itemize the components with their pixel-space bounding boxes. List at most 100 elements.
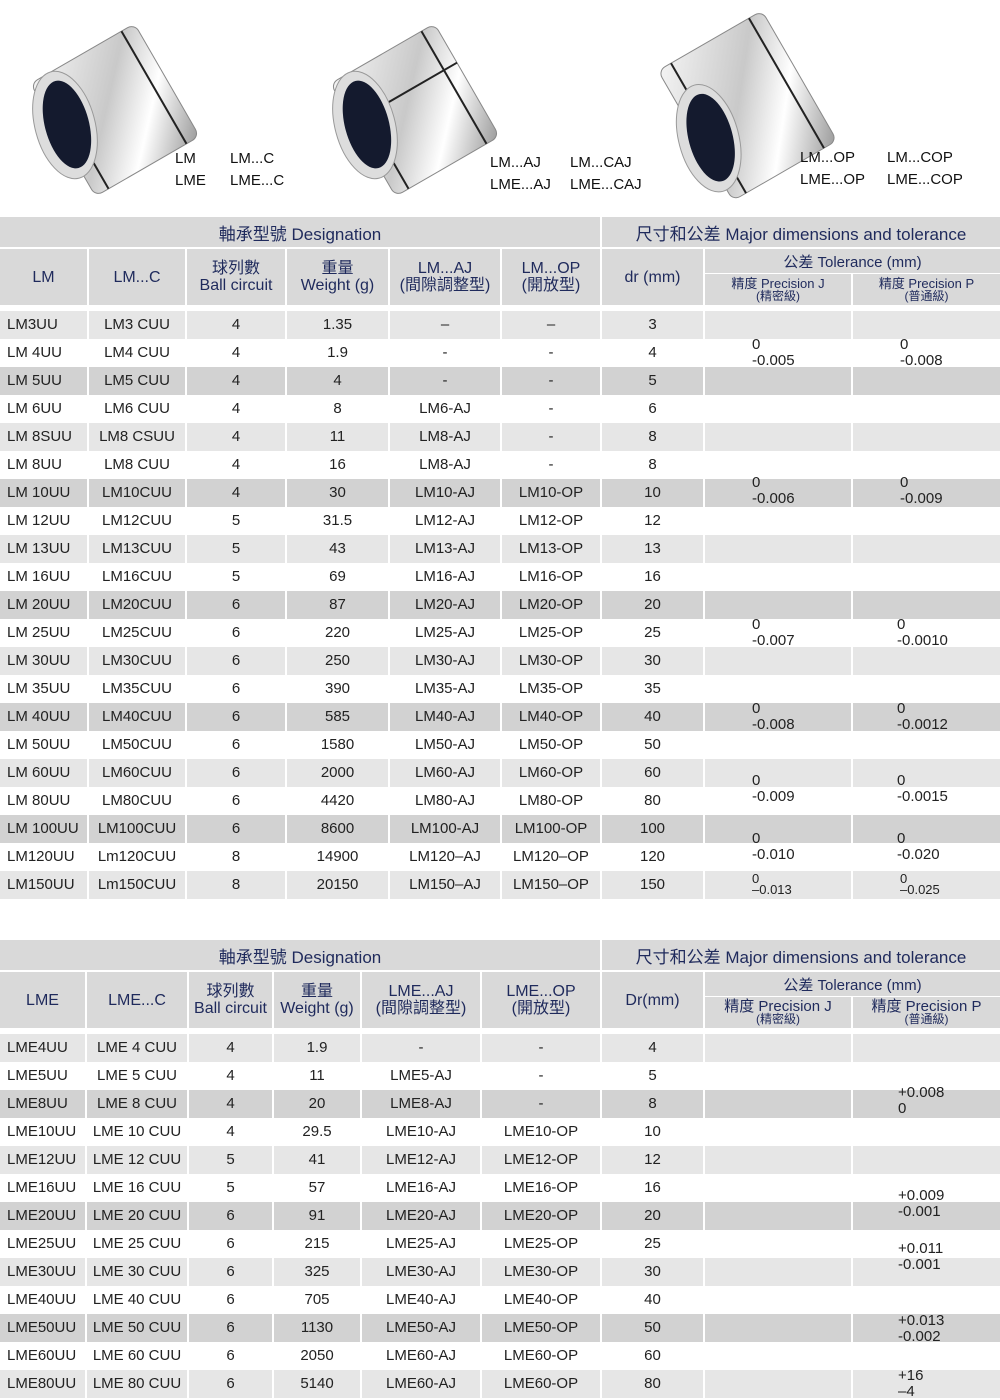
ball-circuit-cell: 6 <box>187 1314 272 1342</box>
model-aj-cell: - <box>388 339 500 367</box>
model-aj-cell: LM8-AJ <box>388 423 500 451</box>
table-row: LME60UU LME 60 CUU 6 2050 LME60-AJ LME60-OP 60 <box>0 1342 1000 1370</box>
column-header: Dr(mm) <box>602 972 703 1028</box>
tolerance-cell <box>703 787 851 815</box>
column-header: 球列數 Ball circuit <box>187 249 285 305</box>
model-c-cell: Lm120CUU <box>87 843 185 871</box>
weight-cell: 20 <box>272 1090 360 1118</box>
model-lm-cell: LM 30UU <box>0 647 87 675</box>
weight-cell: 69 <box>285 563 388 591</box>
weight-cell: 11 <box>272 1062 360 1090</box>
tolerance-cell <box>703 563 851 591</box>
tolerance-cell <box>851 787 1000 815</box>
model-lm-cell: LM 20UU <box>0 591 87 619</box>
weight-cell: 57 <box>272 1174 360 1202</box>
weight-cell: 1.9 <box>272 1034 360 1062</box>
model-op-cell: LME30-OP <box>480 1258 600 1286</box>
table-row: LM 30UU LM30CUU 6 250 LM30-AJ LM30-OP 30 <box>0 647 1000 675</box>
table-row: LM 50UU LM50CUU 6 1580 LM50-AJ LM50-OP 50 <box>0 731 1000 759</box>
tolerance-cell <box>851 759 1000 787</box>
model-c-cell: LM4 CUU <box>87 339 185 367</box>
model-aj-cell: LME8-AJ <box>360 1090 480 1118</box>
ball-circuit-cell: 4 <box>185 367 285 395</box>
table-row: LME10UU LME 10 CUU 4 29.5 LME10-AJ LME10-OP 10 <box>0 1118 1000 1146</box>
model-c-cell: LM100CUU <box>87 815 185 843</box>
model-lm-cell: LM 4UU <box>0 339 87 367</box>
tolerance-cell <box>851 1062 1000 1090</box>
model-lm-cell: LM 13UU <box>0 535 87 563</box>
model-c-cell: LM8 CUU <box>87 451 185 479</box>
model-lm-cell: LME4UU <box>0 1034 85 1062</box>
tolerance-cell <box>851 1286 1000 1314</box>
model-aj-cell: LME12-AJ <box>360 1146 480 1174</box>
tolerance-j-value: 0 -0.006 <box>752 474 795 507</box>
inner-diameter-cell: 8 <box>600 1090 703 1118</box>
model-op-cell: LM100-OP <box>500 815 600 843</box>
tolerance-cell <box>703 1062 851 1090</box>
model-aj-cell: LME30-AJ <box>360 1258 480 1286</box>
table-row: LM 10UU LM10CUU 4 30 LM10-AJ LM10-OP 10 <box>0 479 1000 507</box>
table-row: LME25UU LME 25 CUU 6 215 LME25-AJ LME25-OP 25 <box>0 1230 1000 1258</box>
inner-diameter-cell: 35 <box>600 675 703 703</box>
designation-header: 軸承型號 Designation <box>0 217 600 247</box>
inner-diameter-cell: 16 <box>600 1174 703 1202</box>
table-row: LM150UU Lm150CUU 8 20150 LM150–AJ LM150–OP 150 <box>0 871 1000 899</box>
model-c-cell: LM40CUU <box>87 703 185 731</box>
ball-circuit-cell: 6 <box>185 591 285 619</box>
model-aj-cell: LM150–AJ <box>388 871 500 899</box>
dimensions-header: 尺寸和公差 Major dimensions and tolerance <box>602 940 1000 970</box>
weight-cell: 1580 <box>285 731 388 759</box>
dimensions-header: 尺寸和公差 Major dimensions and tolerance <box>602 217 1000 247</box>
designation-header: 軸承型號 Designation <box>0 940 600 970</box>
model-op-cell: LME20-OP <box>480 1202 600 1230</box>
table-row: LM 60UU LM60CUU 6 2000 LM60-AJ LM60-OP 60 <box>0 759 1000 787</box>
table-row: LM 8UU LM8 CUU 4 16 LM8-AJ -8 <box>0 451 1000 479</box>
column-header: LME...AJ (間隙調整型) <box>362 972 480 1028</box>
tolerance-cell <box>703 479 851 507</box>
model-c-cell: LME 5 CUU <box>85 1062 187 1090</box>
model-op-cell: LME40-OP <box>480 1286 600 1314</box>
product-label: LME...CAJ <box>570 176 642 193</box>
model-lm-cell: LME5UU <box>0 1062 85 1090</box>
model-op-cell: LME60-OP <box>480 1342 600 1370</box>
weight-cell: 585 <box>285 703 388 731</box>
model-c-cell: LME 4 CUU <box>85 1034 187 1062</box>
table-row: LM 20UU LM20CUU 6 87 LM20-AJ LM20-OP 20 <box>0 591 1000 619</box>
ball-circuit-cell: 4 <box>185 395 285 423</box>
tolerance-cell <box>851 871 1000 899</box>
inner-diameter-cell: 150 <box>600 871 703 899</box>
column-header: LME <box>0 972 85 1028</box>
model-lm-cell: LME50UU <box>0 1314 85 1342</box>
model-aj-cell: LM12-AJ <box>388 507 500 535</box>
model-c-cell: LME 30 CUU <box>85 1258 187 1286</box>
model-c-cell: LME 12 CUU <box>85 1146 187 1174</box>
weight-cell: 250 <box>285 647 388 675</box>
tolerance-cell <box>703 1090 851 1118</box>
model-aj-cell: LM60-AJ <box>388 759 500 787</box>
model-c-cell: LME 40 CUU <box>85 1286 187 1314</box>
precision-p-label: 精度 Precision P <box>878 275 975 291</box>
precision-j-label: 精度 Precision J <box>724 997 832 1015</box>
model-lm-cell: LM 50UU <box>0 731 87 759</box>
precision-p-sublabel: (普通級) <box>904 1011 949 1026</box>
model-c-cell: LM13CUU <box>87 535 185 563</box>
model-op-cell: LM16-OP <box>500 563 600 591</box>
tolerance-header: 公差 Tolerance (mm) <box>705 972 1000 996</box>
ball-circuit-cell: 4 <box>185 479 285 507</box>
tolerance-cell <box>851 423 1000 451</box>
model-lm-cell: LM3UU <box>0 311 87 339</box>
table-row: LME80UU LME 80 CUU 6 5140 LME60-AJ LME60-OP 80 <box>0 1370 1000 1398</box>
model-lm-cell: LM 16UU <box>0 563 87 591</box>
weight-cell: 8 <box>285 395 388 423</box>
inner-diameter-cell: 5 <box>600 367 703 395</box>
tolerance-cell <box>703 1174 851 1202</box>
weight-cell: 91 <box>272 1202 360 1230</box>
model-aj-cell: LM35-AJ <box>388 675 500 703</box>
inner-diameter-cell: 13 <box>600 535 703 563</box>
ball-circuit-cell: 6 <box>187 1342 272 1370</box>
weight-cell: 14900 <box>285 843 388 871</box>
ball-circuit-cell: 5 <box>187 1146 272 1174</box>
model-op-cell: LM40-OP <box>500 703 600 731</box>
tolerance-j-value: 0 –0.013 <box>752 871 792 897</box>
tolerance-j-value: 0 -0.005 <box>752 336 795 369</box>
